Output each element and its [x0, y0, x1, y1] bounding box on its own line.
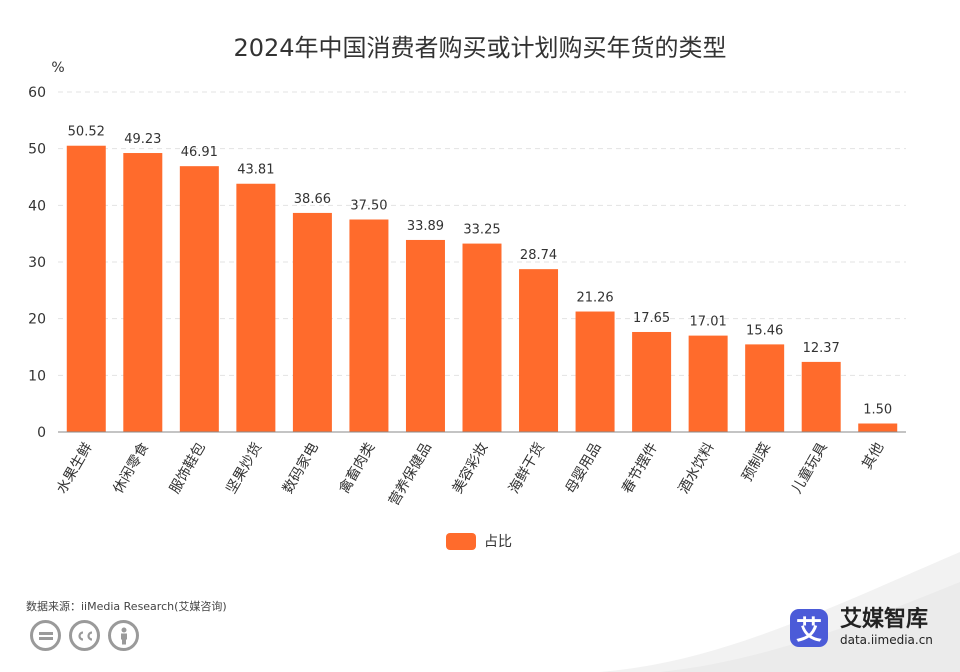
data-label: 43.81: [237, 163, 274, 178]
y-tick-label: 0: [37, 425, 46, 441]
license-icons: [30, 620, 139, 651]
y-axis-unit: %: [51, 60, 64, 76]
x-tick-label: 美容彩妆: [449, 440, 492, 497]
x-tick-label: 数码家电: [279, 440, 322, 497]
x-tick-label: 禽畜肉类: [336, 440, 379, 497]
y-tick-label: 40: [28, 198, 46, 214]
data-label: 15.46: [746, 323, 783, 338]
x-tick-label: 水果生鲜: [54, 440, 96, 496]
bar: [688, 335, 728, 432]
x-axis-ticks: 水果生鲜 休闲零食 服饰鞋包 坚果炒货 数码家电 禽畜肉类 营养保健品 美容彩妆 海鲜干货 母婴用…: [54, 440, 887, 509]
data-label: 46.91: [181, 145, 218, 160]
x-tick-label: 预制菜: [739, 440, 774, 484]
x-tick-label: 海鲜干货: [505, 440, 548, 497]
data-label: 37.50: [350, 199, 387, 214]
bar: [66, 145, 106, 432]
brand-name: 艾媒智库: [840, 607, 929, 632]
bar: [632, 331, 672, 432]
legend-label: 占比: [484, 534, 512, 550]
x-tick-label: 儿童玩具: [788, 440, 831, 497]
bar: [405, 239, 445, 432]
brand-block: 艾 艾媒智库 data.iimedia.cn: [790, 608, 933, 648]
x-tick-label: 坚果炒货: [223, 440, 266, 497]
corner-decoration: [600, 552, 960, 672]
brand-url: data.iimedia.cn: [840, 633, 933, 647]
bar: [236, 183, 276, 432]
x-tick-label: 春节摆件: [619, 440, 661, 496]
data-label: 1.50: [863, 403, 892, 418]
bar: [801, 361, 841, 432]
data-label: 28.74: [520, 248, 557, 263]
bar: [292, 212, 332, 432]
data-label: 12.37: [803, 341, 840, 356]
brand-logo: 艾: [790, 609, 828, 647]
x-tick-label: 酒水饮料: [676, 440, 718, 496]
bar: [519, 269, 559, 432]
bar: [179, 166, 219, 432]
legend-swatch: [446, 532, 476, 550]
data-source: 数据来源：iiMedia Research(艾媒咨询): [26, 600, 227, 613]
y-axis-ticks: 0 10 20 30 40 50 60: [28, 85, 46, 441]
bar: [575, 311, 615, 432]
y-tick-label: 20: [28, 312, 46, 328]
data-label: 50.52: [68, 125, 105, 140]
x-tick-label: 营养保健品: [386, 440, 435, 509]
equals-icon: [30, 620, 61, 651]
bar: [745, 344, 785, 432]
data-label: 17.01: [690, 315, 727, 330]
y-tick-label: 50: [28, 142, 46, 158]
y-tick-label: 10: [28, 368, 46, 384]
legend: 占比: [446, 531, 512, 551]
y-tick-label: 30: [28, 255, 46, 271]
bar-chart: 0 10 20 30 40 50 60 % 50.52 49.23 46.91 43.81 38.6…: [28, 60, 906, 509]
data-label: 38.66: [294, 192, 331, 207]
data-label: 33.89: [407, 219, 444, 234]
bar: [123, 153, 163, 432]
x-tick-label: 其他: [859, 440, 887, 472]
data-labels: 50.52 49.23 46.91 43.81 38.66 37.50 33.89 33.25…: [68, 125, 893, 418]
x-tick-label: 母婴用品: [563, 440, 605, 496]
y-tick-label: 60: [28, 85, 46, 101]
bar: [858, 423, 898, 432]
data-label: 21.26: [576, 291, 613, 306]
data-label: 17.65: [633, 311, 670, 326]
bar: [349, 219, 389, 432]
x-tick-label: 休闲零食: [110, 440, 153, 497]
chart-title: 2024年中国消费者购买或计划购买年货的类型: [233, 34, 727, 62]
bars: [66, 145, 898, 432]
person-icon: [108, 620, 139, 651]
x-tick-label: 服饰鞋包: [167, 440, 209, 496]
cc-icon: [69, 620, 100, 651]
data-label: 33.25: [463, 223, 500, 238]
data-label: 49.23: [124, 132, 161, 147]
bar: [462, 243, 502, 432]
